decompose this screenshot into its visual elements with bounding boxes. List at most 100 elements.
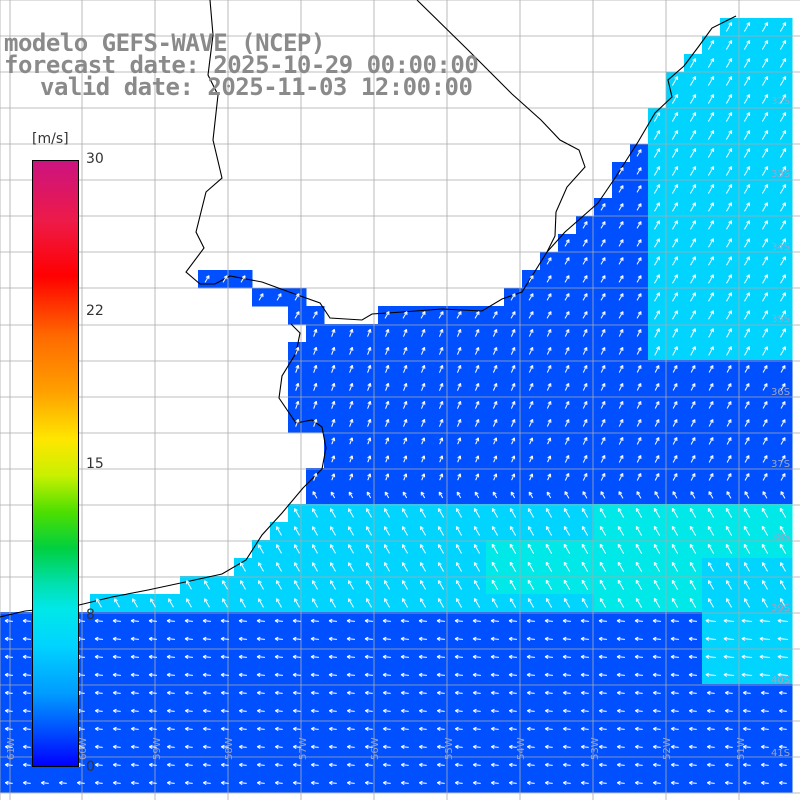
wind-arrow (634, 708, 643, 714)
wind-arrow (275, 598, 282, 608)
wind-arrow (418, 780, 427, 786)
wind-arrow (475, 473, 480, 481)
wind-arrow (473, 580, 481, 590)
wind-arrow (490, 762, 499, 768)
wind-arrow (184, 708, 193, 714)
wind-arrow (349, 473, 354, 481)
wind-arrow (636, 257, 642, 265)
wind-arrow (636, 491, 642, 499)
wind-arrow (310, 654, 319, 660)
wind-arrow (275, 580, 282, 590)
wind-arrow (689, 525, 697, 536)
wind-arrow (726, 310, 732, 320)
wind-arrow (616, 672, 625, 678)
wind-arrow (580, 618, 589, 624)
wind-arrow (490, 618, 499, 624)
wind-arrow (707, 130, 715, 140)
wind-arrow (474, 311, 480, 319)
wind-arrow (672, 220, 678, 230)
wind-arrow (706, 780, 715, 786)
wind-arrow (403, 364, 408, 373)
wind-arrow (671, 112, 679, 122)
wind-arrow (544, 762, 553, 768)
wind-arrow (222, 580, 228, 590)
wind-arrow (564, 419, 570, 427)
wind-arrow (564, 383, 570, 391)
wind-arrow (437, 526, 444, 536)
wind-arrow (490, 708, 499, 714)
wind-arrow (726, 455, 732, 463)
wind-arrow (256, 744, 265, 750)
wind-arrow (204, 580, 210, 590)
lat-label: 32S (771, 96, 790, 107)
wind-arrow (511, 473, 516, 481)
wind-arrow (654, 455, 660, 463)
wind-arrow (492, 364, 498, 373)
wind-arrow (508, 780, 517, 786)
wind-arrow (618, 437, 624, 445)
lat-label: 40S (771, 675, 790, 686)
wind-arrow (94, 762, 103, 768)
wind-arrow (581, 526, 589, 536)
wind-arrow (4, 690, 13, 696)
wind-arrow (654, 437, 660, 445)
wind-arrow (94, 744, 103, 750)
wind-arrow (688, 780, 697, 786)
wind-arrow (564, 275, 570, 283)
wind-arrow (600, 293, 606, 301)
wind-arrow (672, 274, 678, 284)
wind-arrow (112, 708, 121, 714)
wind-arrow (547, 473, 552, 481)
wind-arrow (616, 726, 625, 732)
wind-arrow (600, 347, 606, 355)
wind-arrow (4, 726, 13, 732)
wind-arrow (582, 437, 588, 445)
wind-arrow (202, 690, 211, 696)
wind-arrow (456, 382, 462, 391)
wind-arrow (780, 346, 786, 356)
wind-arrow (130, 744, 139, 750)
wind-arrow (564, 491, 570, 499)
wind-arrow (220, 708, 229, 714)
wind-arrow (401, 598, 408, 608)
wind-arrow (761, 22, 769, 32)
wind-arrow (421, 437, 426, 445)
wind-arrow (331, 418, 336, 427)
wind-arrow (635, 561, 643, 572)
wind-arrow (384, 311, 390, 319)
wind-arrow (220, 636, 229, 642)
wind-arrow (220, 672, 229, 678)
wind-arrow (725, 598, 732, 608)
wind-arrow (346, 672, 355, 678)
wind-arrow (600, 329, 606, 337)
wind-arrow (166, 690, 175, 696)
wind-arrow (382, 762, 391, 768)
wind-arrow (762, 491, 768, 499)
wind-arrow (617, 526, 625, 536)
wind-arrow (313, 328, 318, 337)
wind-arrow (238, 672, 247, 678)
wind-arrow (4, 708, 13, 714)
wind-arrow (474, 491, 480, 499)
wind-arrow (295, 382, 300, 391)
wind-arrow (636, 347, 642, 355)
wind-arrow (130, 654, 139, 660)
wind-arrow (112, 726, 121, 732)
wind-arrow (562, 708, 571, 714)
wind-arrow (491, 543, 499, 554)
wind-arrow (743, 525, 751, 536)
wind-arrow (349, 455, 354, 463)
wind-arrow (258, 293, 264, 301)
wind-arrow (654, 473, 660, 481)
wind-arrow (403, 328, 408, 337)
wind-arrow (202, 708, 211, 714)
wind-arrow (421, 382, 426, 391)
wind-arrow (510, 311, 516, 319)
wind-arrow (328, 672, 337, 678)
wind-arrow (402, 491, 408, 499)
wind-arrow (439, 437, 444, 445)
wind-arrow (148, 690, 157, 696)
wind-arrow (599, 526, 607, 536)
wind-arrow (220, 618, 229, 624)
wind-arrow (582, 491, 588, 499)
